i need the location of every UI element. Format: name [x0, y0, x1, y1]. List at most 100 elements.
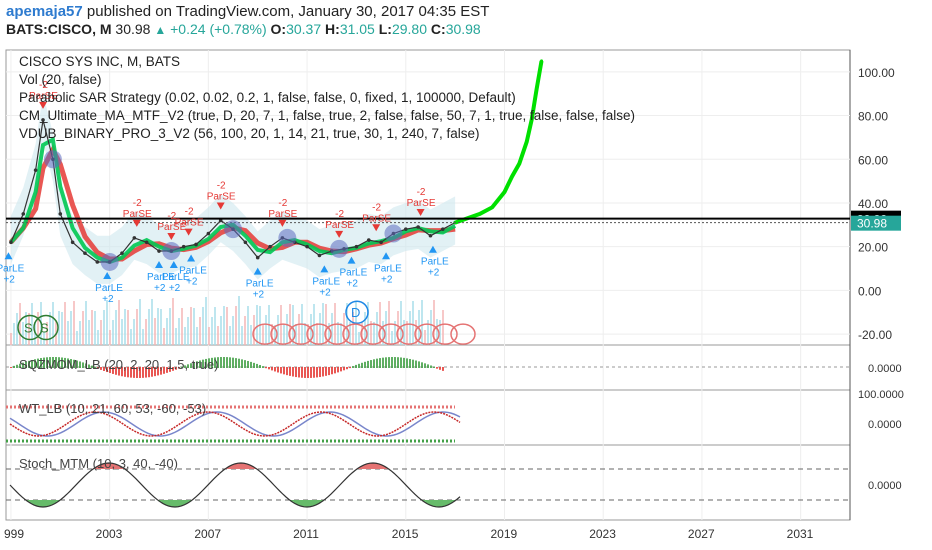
- legend-psar: Parabolic SAR Strategy (0.02, 0.02, 0.2,…: [19, 90, 516, 105]
- sell-arrow-icon: [278, 219, 287, 227]
- sqz-bar: [151, 367, 153, 377]
- volume-bar: [235, 306, 237, 345]
- legend-vdub: VDUB_BINARY_PRO_3_V2 (56, 100, 20, 1, 14…: [19, 126, 480, 141]
- projection-point: [478, 212, 482, 216]
- price-point: [9, 240, 13, 245]
- price-point: [416, 225, 420, 229]
- volume-bar: [184, 327, 186, 345]
- signal-ring: [270, 323, 296, 345]
- volume-bar: [412, 301, 414, 345]
- high-value: 31.05: [339, 21, 375, 37]
- sqz-bar: [361, 362, 363, 368]
- buy-signal-label: ParLE: [312, 276, 340, 287]
- volume-bar: [220, 316, 222, 345]
- sqz-bar: [112, 367, 114, 374]
- sqz-bar: [133, 367, 135, 378]
- sqz-bar: [160, 367, 162, 375]
- sqz-bar: [373, 359, 375, 368]
- volume-bar: [76, 331, 78, 345]
- sell-signal-label: ParSE: [325, 220, 354, 231]
- volume-bar: [199, 317, 201, 345]
- volume-bar: [58, 311, 60, 345]
- sqz-bar: [205, 358, 207, 368]
- sqz-bar: [433, 366, 435, 368]
- s-marker-circle: [33, 314, 59, 341]
- price-tick-label: 100.00: [858, 66, 895, 80]
- sqz-bar: [250, 361, 252, 368]
- volume-bar: [436, 319, 438, 345]
- sell-signal-qty: -2: [167, 211, 176, 222]
- signal-ring: [414, 323, 440, 345]
- pane-title-sqzmom: SQZMOM_LB (20, 2, 20, 1.5, true): [19, 357, 219, 372]
- volume-bar: [163, 328, 165, 345]
- volume-bar: [202, 307, 204, 345]
- volume-bar: [211, 317, 213, 345]
- sqz-bar: [148, 367, 150, 378]
- sqz-bar: [328, 367, 330, 376]
- sqz-bar: [292, 367, 294, 377]
- vdub-band: [10, 93, 456, 284]
- sqz-bar: [118, 367, 120, 376]
- sqz-bar: [169, 367, 171, 372]
- sqz-bar: [37, 358, 39, 368]
- sqz-bar: [94, 366, 96, 368]
- sqz-bar: [397, 357, 399, 368]
- sqz-bar: [136, 367, 138, 378]
- sqz-bar: [154, 367, 156, 377]
- volume-bar: [223, 306, 225, 345]
- volume-bar: [160, 309, 162, 345]
- buy-signal-label: ParLE: [339, 268, 367, 279]
- sqz-bar: [427, 364, 429, 368]
- volume-bar: [136, 309, 138, 345]
- price-point: [441, 227, 445, 231]
- low-label: L:: [378, 21, 392, 37]
- projection-point: [510, 175, 514, 179]
- volume-bar: [409, 311, 411, 345]
- price-point: [206, 231, 211, 236]
- volume-bar: [109, 330, 111, 345]
- buy-signal-qty: +2: [169, 283, 181, 294]
- volume-bar: [280, 305, 282, 345]
- sqz-bar: [301, 367, 303, 378]
- volume-bar: [118, 300, 120, 345]
- volume-bar: [154, 318, 156, 345]
- sqz-bar: [307, 367, 309, 378]
- sqz-bar: [424, 363, 426, 368]
- buy-arrow-icon: [187, 254, 196, 262]
- sqz-bar: [370, 360, 372, 368]
- author-link[interactable]: apemaja57: [6, 3, 83, 20]
- volume-bar: [97, 330, 99, 345]
- volume-bar: [112, 320, 114, 345]
- price-tick-label: 40.00: [858, 197, 888, 211]
- volume-bar: [88, 320, 90, 345]
- volume-bar: [385, 311, 387, 345]
- volume-bar: [46, 322, 48, 345]
- time-tick-label: 2003: [96, 527, 123, 541]
- sqz-bar: [223, 357, 225, 368]
- buy-signal-label: ParLE: [179, 265, 207, 276]
- volume-bar: [238, 296, 240, 345]
- volume-bar: [391, 331, 393, 345]
- volume-bar: [145, 319, 147, 345]
- volume-bar: [28, 313, 30, 345]
- sqz-bar: [13, 365, 15, 368]
- volume-bar: [403, 320, 405, 345]
- volume-bar: [382, 321, 384, 345]
- projection-point: [535, 87, 539, 91]
- volume-bar: [25, 312, 27, 345]
- swing-circle: [224, 220, 243, 239]
- sqz-bar: [289, 367, 291, 376]
- sqz-bar: [181, 366, 183, 368]
- sell-signal-label: ParSE: [207, 191, 236, 202]
- projection-point: [490, 205, 494, 209]
- sqz-bar: [124, 367, 126, 377]
- volume-bar: [388, 301, 390, 345]
- sqz-bar: [232, 357, 234, 368]
- sqz-bar: [322, 367, 324, 377]
- volume-bar: [439, 320, 441, 345]
- price-point: [255, 255, 260, 260]
- sqz-bar: [25, 361, 27, 368]
- sqz-bar: [313, 367, 315, 378]
- stoch-tick-label: 0.0000: [868, 480, 902, 492]
